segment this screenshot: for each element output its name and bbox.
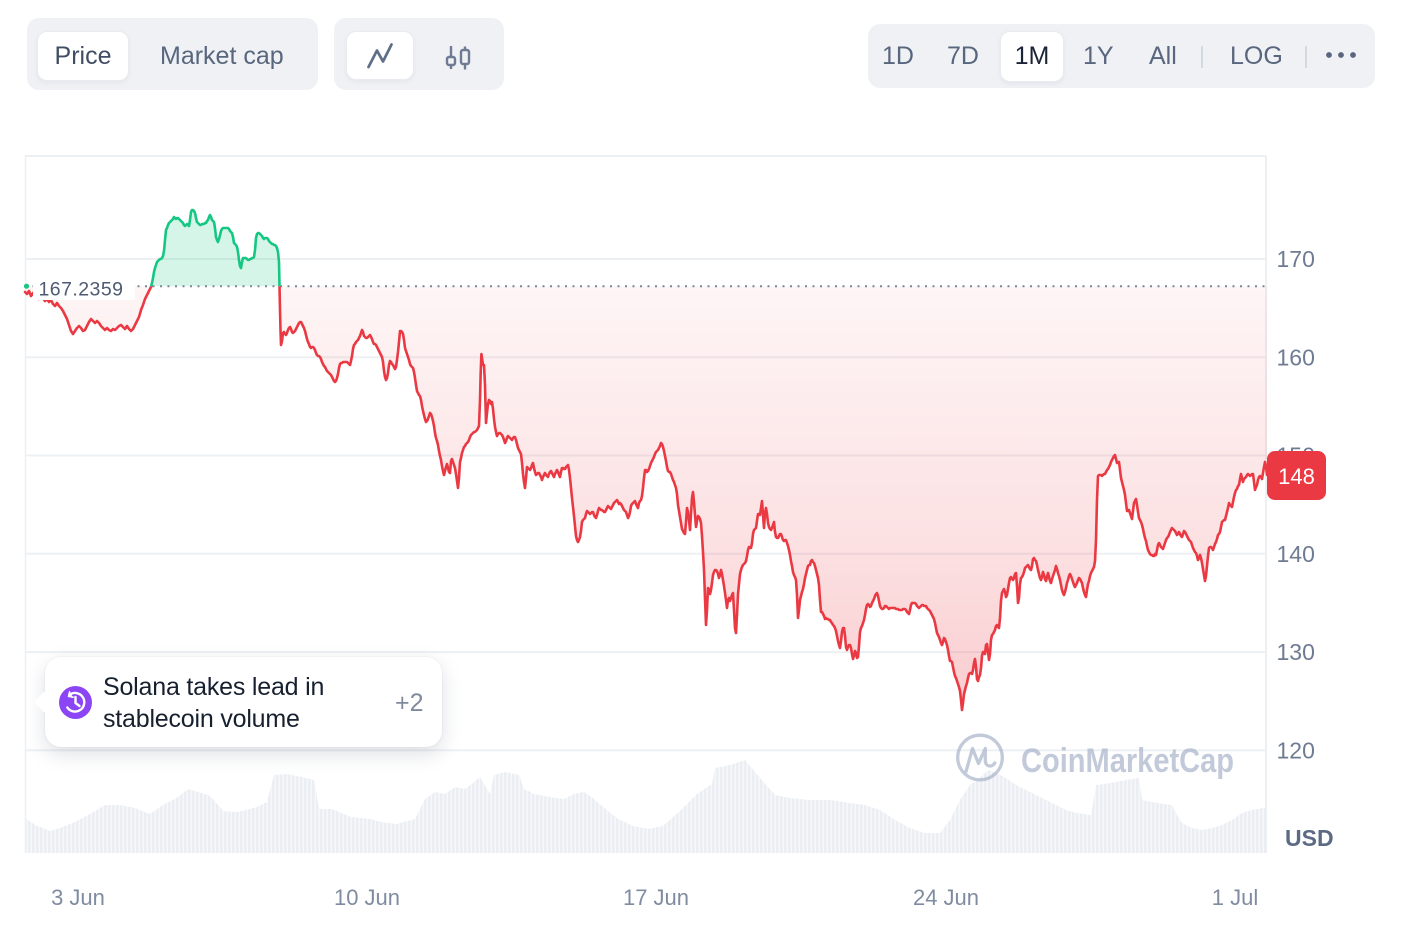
svg-text:1 Jul: 1 Jul	[1212, 885, 1258, 910]
svg-text:140: 140	[1277, 541, 1315, 567]
svg-text:USD: USD	[1285, 825, 1334, 851]
svg-text:167.2359: 167.2359	[39, 279, 124, 301]
svg-text:130: 130	[1277, 639, 1315, 665]
svg-text:CoinMarketCap: CoinMarketCap	[1021, 742, 1234, 780]
svg-text:160: 160	[1277, 344, 1315, 370]
svg-text:120: 120	[1277, 737, 1315, 763]
svg-text:24 Jun: 24 Jun	[913, 885, 979, 910]
svg-text:10 Jun: 10 Jun	[334, 885, 400, 910]
svg-text:17 Jun: 17 Jun	[623, 885, 689, 910]
svg-text:170: 170	[1277, 246, 1315, 272]
svg-text:148: 148	[1278, 464, 1315, 489]
svg-text:3 Jun: 3 Jun	[51, 885, 105, 910]
